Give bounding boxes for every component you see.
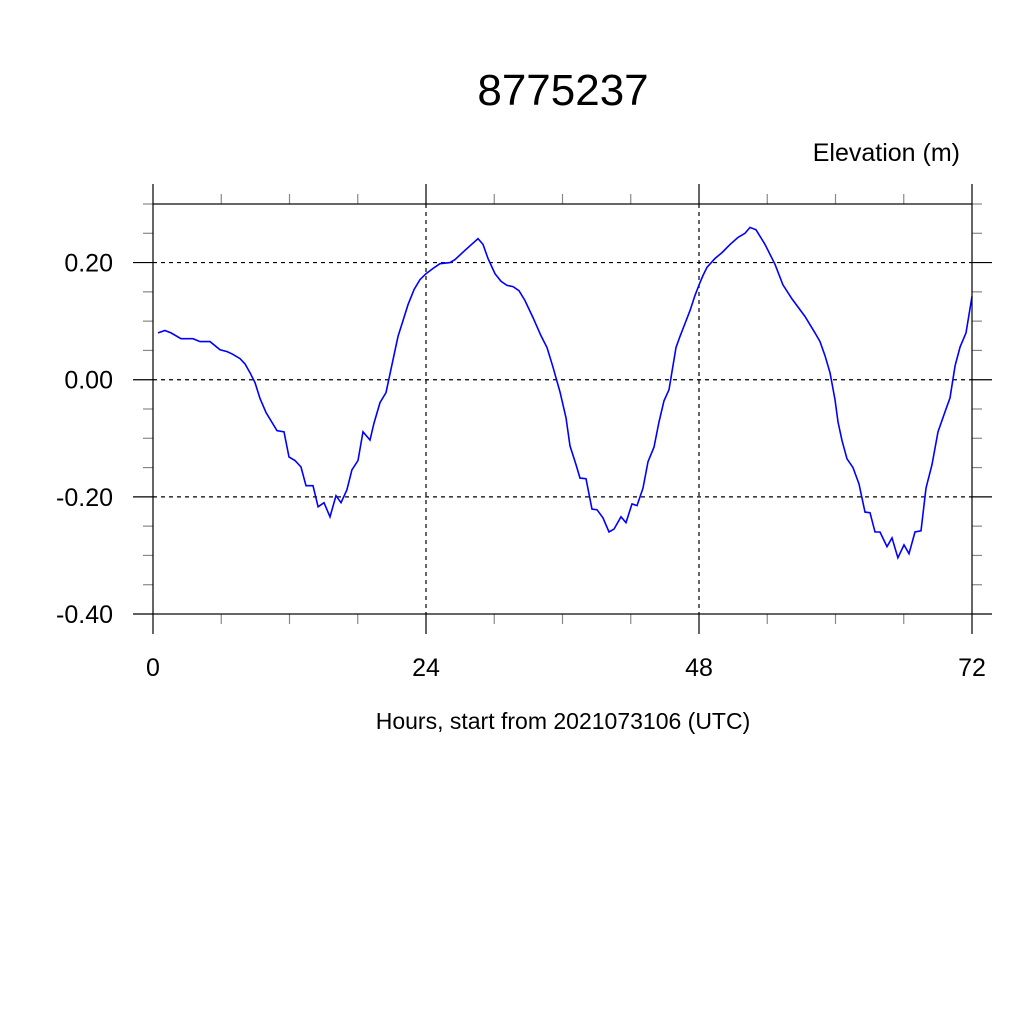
y-tick-label: 0.00 bbox=[64, 367, 113, 395]
x-tick-label: 0 bbox=[146, 654, 160, 682]
grid bbox=[153, 204, 972, 614]
x-tick-label: 48 bbox=[685, 654, 713, 682]
series-line bbox=[157, 226, 973, 561]
x-axis-label: Hours, start from 2021073106 (UTC) bbox=[375, 708, 751, 734]
plot-frame bbox=[152, 203, 973, 615]
y-tick-label: -0.20 bbox=[56, 484, 113, 512]
tick-labels: 0 24 48 72 -0.40 -0.20 0.00 0.20 bbox=[56, 250, 986, 682]
y-tick-label: 0.20 bbox=[64, 250, 113, 278]
x-tick-label: 72 bbox=[958, 654, 986, 682]
y-tick-label: -0.40 bbox=[56, 601, 113, 629]
ticks bbox=[133, 184, 992, 634]
chart-title: 8775237 bbox=[477, 66, 649, 115]
y-unit-label: Elevation (m) bbox=[812, 139, 960, 167]
x-tick-label: 24 bbox=[412, 654, 440, 682]
